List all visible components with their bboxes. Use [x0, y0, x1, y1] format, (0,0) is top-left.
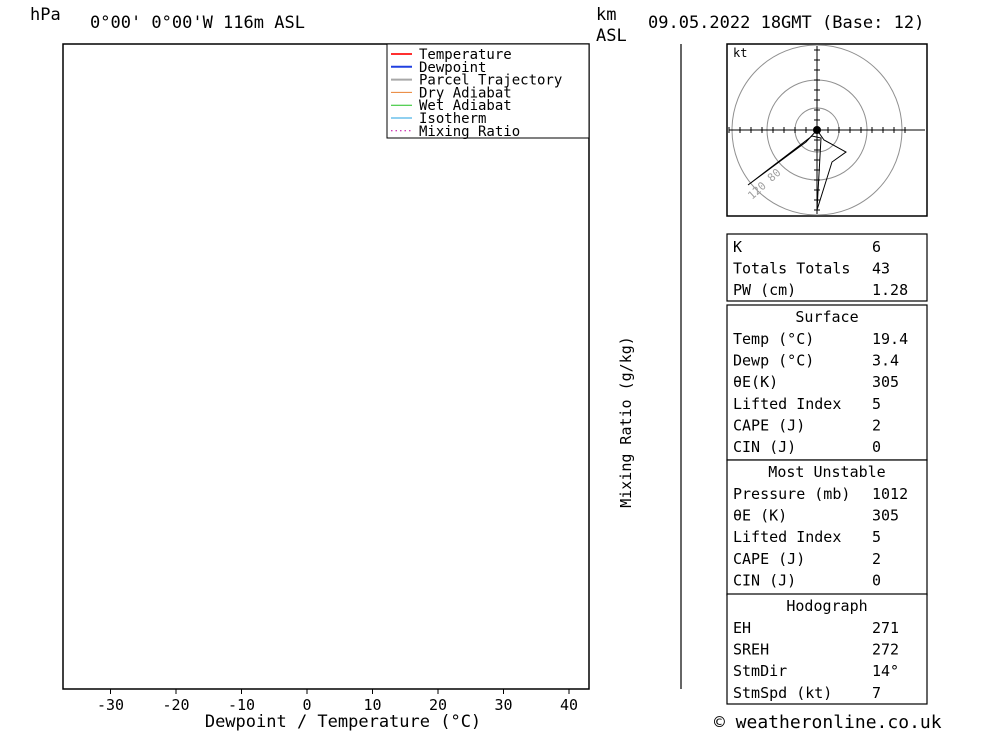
- plot-frame: [62, 43, 590, 690]
- surface-box: [726, 304, 928, 461]
- surface-index-value: 5: [872, 395, 881, 413]
- hodograph-unit-label: kt: [733, 46, 747, 60]
- general-index-label: PW (cm): [733, 281, 796, 299]
- legend-label: Dry Adiabat: [419, 85, 512, 101]
- temperature-axis: -30 -20 -10 0 10 20 30 40: [97, 689, 578, 714]
- hodograph: kt 120 80: [726, 43, 928, 217]
- general-indices-box: [726, 233, 928, 302]
- most-unstable-index-value: 5: [872, 528, 881, 546]
- legend-box: [386, 43, 590, 139]
- most-unstable-index-label: CIN (J): [733, 571, 796, 589]
- indices-table: K 6 Totals Totals 43 PW (cm) 1.28 Surface Temp …: [726, 233, 928, 705]
- x-axis-label: Dewpoint / Temperature (°C): [205, 712, 481, 732]
- wind-profile: [680, 44, 682, 689]
- surface-title: Surface: [795, 308, 858, 326]
- hodograph-index-label: EH: [733, 619, 751, 637]
- hodograph-index-value: 14°: [872, 662, 899, 680]
- general-index-value: 6: [872, 238, 881, 256]
- temperature-tick-label: 10: [363, 696, 381, 714]
- most-unstable-index-value: 0: [872, 571, 881, 589]
- hodograph-index-value: 272: [872, 641, 899, 659]
- datetime-title: 09.05.2022 18GMT (Base: 12): [648, 13, 924, 33]
- asl-unit-label: ASL: [596, 26, 627, 46]
- temperature-tick-label: 20: [429, 696, 447, 714]
- general-index-value: 43: [872, 260, 890, 278]
- most-unstable-title: Most Unstable: [768, 463, 885, 481]
- most-unstable-index-value: 2: [872, 550, 881, 568]
- surface-index-value: 3.4: [872, 352, 899, 370]
- legend-label: Wet Adiabat: [419, 98, 512, 114]
- hodograph-index-label: SREH: [733, 641, 769, 659]
- hodograph-index-value: 7: [872, 684, 881, 702]
- surface-index-label: θE(K): [733, 373, 778, 391]
- storm-motion-marker: [813, 126, 821, 134]
- km-unit-label: km: [596, 5, 616, 25]
- most-unstable-index-value: 1012: [872, 485, 908, 503]
- hodograph-indices-title: Hodograph: [786, 597, 867, 615]
- surface-index-value: 305: [872, 373, 899, 391]
- temperature-tick-label: 40: [560, 696, 578, 714]
- surface-index-value: 0: [872, 438, 881, 456]
- hodograph-indices-box: [726, 593, 928, 705]
- hodograph-index-label: StmSpd (kt): [733, 684, 832, 702]
- most-unstable-box: [726, 459, 928, 596]
- general-index-label: Totals Totals: [733, 260, 850, 278]
- hodograph-index-value: 271: [872, 619, 899, 637]
- most-unstable-index-label: CAPE (J): [733, 550, 805, 568]
- surface-index-label: Temp (°C): [733, 330, 814, 348]
- most-unstable-index-value: 305: [872, 507, 899, 525]
- most-unstable-index-label: Lifted Index: [733, 528, 841, 546]
- legend-label: Isotherm: [419, 111, 486, 127]
- surface-index-label: Dewp (°C): [733, 352, 814, 370]
- temperature-tick-label: 30: [494, 696, 512, 714]
- surface-index-label: CIN (J): [733, 438, 796, 456]
- legend-label: Mixing Ratio: [419, 124, 520, 140]
- surface-index-value: 19.4: [872, 330, 908, 348]
- surface-index-label: CAPE (J): [733, 416, 805, 434]
- temperature-tick-label: -10: [228, 696, 255, 714]
- surface-index-label: Lifted Index: [733, 395, 841, 413]
- legend-label: Temperature: [419, 47, 512, 63]
- general-index-value: 1.28: [872, 281, 908, 299]
- hodograph-trace: [747, 129, 847, 211]
- legend-label: Dewpoint: [419, 60, 486, 76]
- hpa-unit-label: hPa: [30, 5, 61, 25]
- most-unstable-index-label: θE (K): [733, 507, 787, 525]
- temperature-tick-label: -20: [162, 696, 189, 714]
- most-unstable-index-label: Pressure (mb): [733, 485, 850, 503]
- temperature-tick-label: -30: [97, 696, 124, 714]
- mixing-ratio-axis-label: Mixing Ratio (g/kg): [617, 336, 635, 508]
- hodograph-index-label: StmDir: [733, 662, 787, 680]
- general-index-label: K: [733, 238, 742, 256]
- legend-label: Parcel Trajectory: [419, 73, 562, 89]
- copyright-text: © weatheronline.co.uk: [714, 712, 942, 733]
- temperature-tick-label: 0: [302, 696, 311, 714]
- location-title: 0°00' 0°00'W 116m ASL: [90, 13, 305, 33]
- surface-index-value: 2: [872, 416, 881, 434]
